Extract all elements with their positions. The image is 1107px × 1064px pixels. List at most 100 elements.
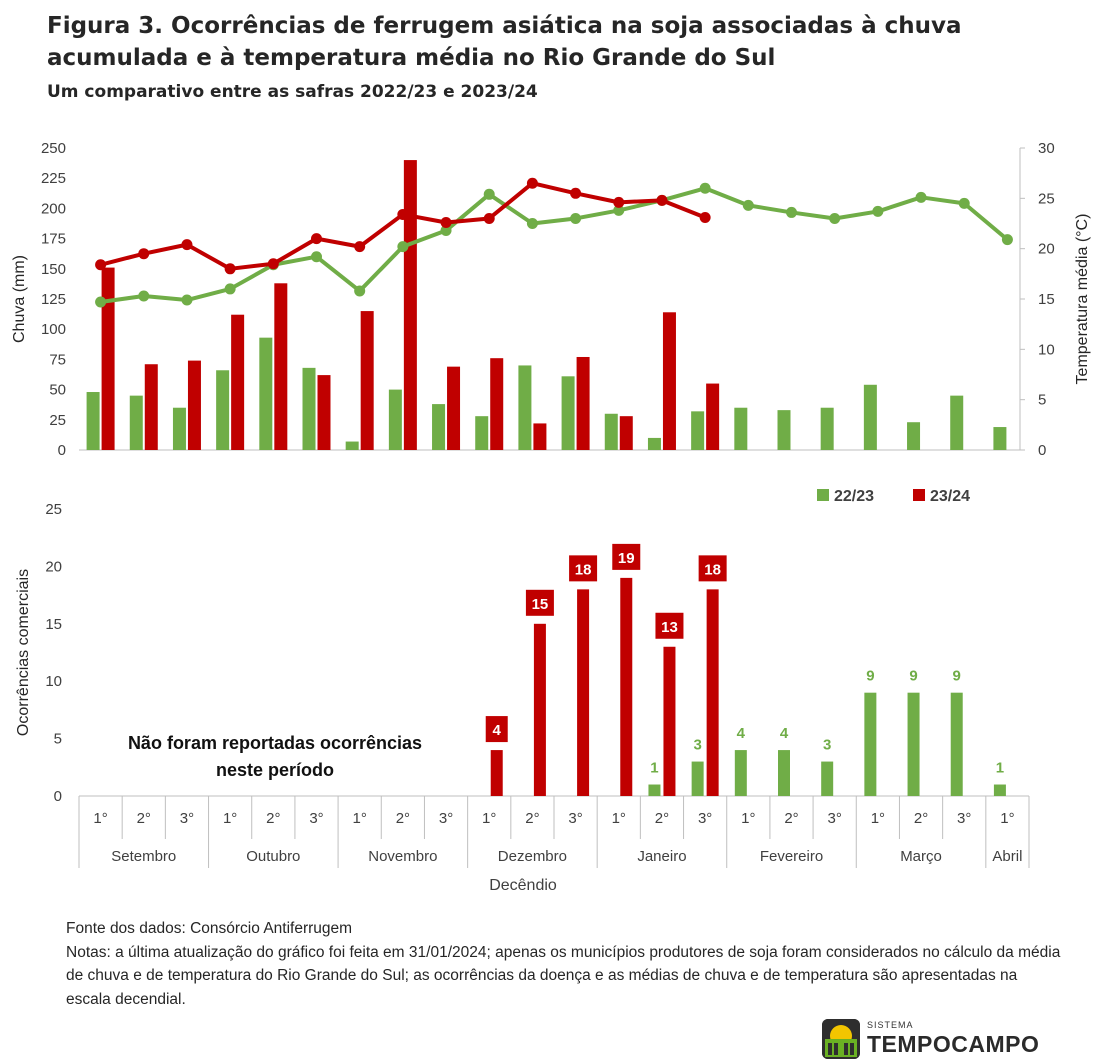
rain-bar-22-23	[863, 384, 877, 450]
data-label-box-23-24	[485, 716, 508, 743]
rain-bar-22-23	[432, 404, 446, 450]
y-tick-right: 15	[1038, 291, 1055, 308]
data-label-22-23: 3	[823, 737, 831, 754]
data-source: Fonte dos dados: Consórcio Antiferrugem	[66, 920, 353, 937]
occurrence-bar-22-23	[907, 692, 920, 796]
y-tick-left: 125	[41, 291, 66, 308]
data-label-22-23: 1	[996, 760, 1004, 777]
x-tick-decendio: 1°	[482, 810, 496, 827]
occurrence-bar-22-23	[821, 761, 834, 796]
x-tick-month: Março	[900, 848, 942, 865]
temp-point-23-24	[95, 259, 107, 271]
occurrence-bar-22-23	[691, 761, 704, 796]
annotation-line-2: neste período	[216, 760, 334, 780]
rain-bar-23-24	[274, 283, 288, 450]
temp-point-23-24	[267, 258, 279, 270]
rain-bar-22-23	[604, 413, 618, 450]
temp-line-22-23	[100, 186, 1009, 305]
y-tick-left: 175	[41, 231, 66, 248]
temp-point-22-23	[699, 182, 711, 194]
logo-icon	[822, 1019, 860, 1059]
temp-point-23-24	[656, 194, 668, 206]
rain-bar-23-24	[576, 356, 590, 450]
occurrences-chart: 0 5 10 15 20 25 Ocorrências comerciais 1° 2° 3° 1°…	[15, 488, 1030, 894]
x-tick-decendio: 2°	[525, 810, 539, 827]
occurrence-bar-22-23	[864, 692, 877, 796]
y-axis-label-left: Chuva (mm)	[11, 255, 28, 343]
x-tick-decendio: 1°	[1000, 810, 1014, 827]
data-label-23-24: 18	[575, 561, 592, 578]
rain-bar-22-23	[561, 376, 575, 450]
temp-point-22-23	[872, 205, 884, 217]
temp-point-23-24	[440, 216, 452, 228]
x-tick-decendio: 1°	[612, 810, 626, 827]
occurrence-bar-22-23	[734, 750, 747, 796]
temp-point-22-23	[526, 218, 538, 229]
temp-point-23-24	[181, 239, 193, 251]
temp-point-22-23	[138, 290, 150, 302]
legend-label-22-23: 22/23	[834, 488, 874, 505]
occurrence-bar-23-24	[620, 577, 633, 796]
rain-bar-22-23	[734, 407, 748, 450]
chart-subtitle: Um comparativo entre as safras 2022/23 e…	[47, 82, 538, 102]
y-tick-right: 20	[1038, 241, 1055, 258]
x-tick-decendio: 2°	[655, 810, 669, 827]
rain-bar-22-23	[129, 395, 143, 450]
data-label-box-23-24	[698, 555, 727, 582]
temp-point-22-23	[440, 225, 452, 237]
x-tick-decendio: 1°	[353, 810, 367, 827]
temp-point-23-24	[138, 248, 150, 260]
temp-point-23-24	[483, 212, 495, 224]
y-tick: 10	[45, 673, 62, 690]
x-tick-month: Abril	[992, 848, 1022, 865]
temp-point-22-23	[742, 199, 754, 211]
temp-point-22-23	[915, 191, 927, 203]
occurrence-bar-23-24	[706, 589, 719, 796]
temp-point-22-23	[354, 285, 366, 297]
occurrence-bar-23-24	[663, 646, 676, 796]
rain-bar-22-23	[907, 422, 921, 450]
temp-point-22-23	[829, 212, 841, 224]
rain-bar-23-24	[490, 358, 504, 450]
rain-bar-23-24	[533, 423, 547, 450]
x-tick-month: Outubro	[246, 848, 300, 865]
rain-bar-22-23	[518, 365, 532, 450]
x-tick-decendio: 1°	[93, 810, 107, 827]
tempocampo-logo: SISTEMA TEMPOCAMPO	[822, 1019, 1039, 1061]
rain-bar-22-23	[345, 441, 359, 450]
legend-label-23-24: 23/24	[930, 488, 970, 505]
rain-bar-23-24	[231, 314, 245, 450]
annotation-line-1: Não foram reportadas ocorrências	[128, 733, 422, 753]
x-axis-label: Decêndio	[489, 877, 557, 894]
logo-brand-text: TEMPOCAMPO	[867, 1031, 1040, 1057]
x-tick-decendio: 1°	[741, 810, 755, 827]
data-label-22-23: 3	[693, 737, 701, 754]
x-tick-decendio: 3°	[828, 810, 842, 827]
x-tick-decendio: 2°	[266, 810, 280, 827]
y-tick: 20	[45, 558, 62, 575]
y-tick-left: 150	[41, 261, 66, 278]
figure-svg: 0255075100125150175200225250051015202530…	[11, 140, 1091, 894]
y-axis-label: Ocorrências comerciais	[15, 569, 32, 736]
data-label-box-23-24	[569, 555, 598, 582]
temp-point-23-24	[397, 208, 409, 220]
data-label-23-24: 19	[618, 550, 635, 567]
data-label-23-24: 18	[704, 561, 721, 578]
temp-point-22-23	[613, 204, 625, 216]
temp-point-22-23	[397, 241, 409, 253]
data-label-23-24: 4	[493, 722, 502, 739]
rain-bar-22-23	[388, 389, 402, 450]
rain-bar-23-24	[317, 375, 331, 450]
y-tick-right: 10	[1038, 341, 1055, 358]
y-tick: 25	[45, 501, 62, 518]
rain-temperature-chart: 0 25 50 75 100 125 150 175 200 225 250 0 5 10 15 20 25 30…	[11, 140, 1091, 459]
occurrence-bar-22-23	[993, 784, 1006, 796]
x-tick-month: Janeiro	[637, 848, 686, 865]
chart-title: Figura 3. Ocorrências de ferrugem asiáti…	[47, 13, 962, 71]
temp-point-23-24	[699, 211, 711, 223]
rain-bar-22-23	[216, 370, 230, 450]
rain-bar-22-23	[475, 416, 489, 450]
y-tick-left: 25	[49, 412, 66, 429]
temp-point-23-24	[526, 177, 538, 189]
data-label-22-23: 9	[953, 668, 961, 685]
